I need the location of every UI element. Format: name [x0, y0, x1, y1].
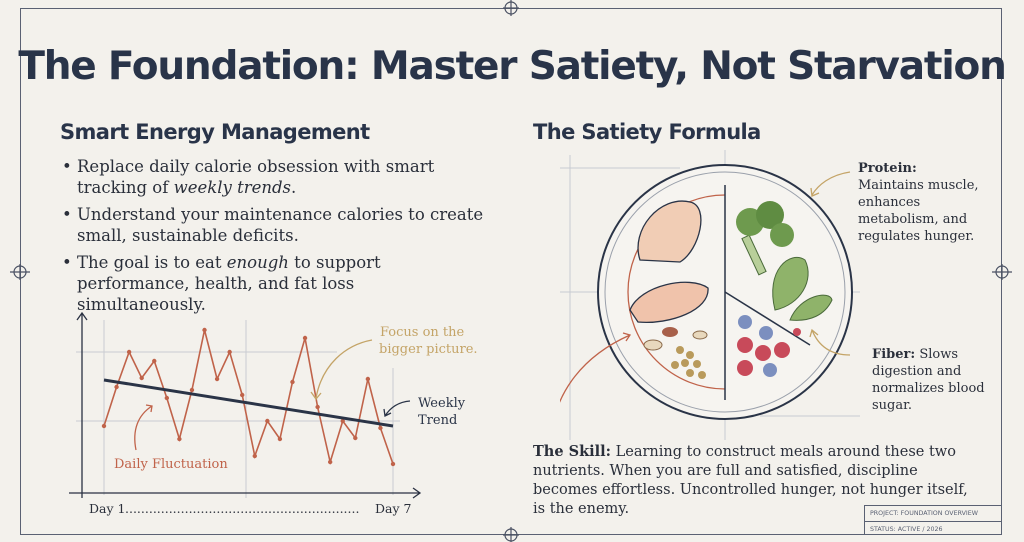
y-axis: [76, 311, 88, 498]
daily-point: [290, 379, 295, 385]
x-axis: [69, 487, 422, 499]
crosshair-icon: [10, 264, 30, 280]
broccoli-icon: [736, 201, 794, 276]
bullet-text: .: [291, 178, 297, 197]
trend-chart: Day 1 ..................................…: [69, 311, 478, 516]
arrow-icon: [134, 404, 153, 451]
daily-point: [353, 435, 358, 441]
daily-point: [177, 436, 182, 442]
bullet-text: to support performance, health, and fat …: [77, 253, 381, 314]
daily-point: [327, 459, 333, 465]
daily-point: [240, 392, 245, 398]
skill-text: Learning to construct meals around these…: [533, 444, 968, 517]
stamp-status: STATUS: ACTIVE / 2026: [870, 526, 943, 533]
x-end-label: Day 7: [375, 501, 412, 516]
bullet-item: Understand your maintenance calories to …: [60, 204, 485, 246]
crosshair-icon: [503, 527, 519, 542]
fiber-label: Fiber:: [872, 347, 916, 362]
skill-label: The Skill:: [533, 443, 612, 460]
bullet-list: Replace daily calorie obsession with sma…: [60, 156, 485, 321]
spinach-icon: [772, 257, 833, 321]
daily-point: [365, 376, 371, 382]
fiber-note: Fiber: Slows digestion and normalizes bl…: [872, 346, 987, 414]
crosshair-icon: [503, 0, 519, 16]
daily-point: [378, 425, 383, 431]
right-heading: The Satiety Formula: [533, 120, 761, 144]
daily-point: [139, 375, 144, 381]
protein-label: Protein:: [858, 161, 917, 176]
protein-text: Maintains muscle, enhances metabolism, a…: [858, 178, 979, 244]
chart-grid: [76, 320, 400, 498]
nuts-legumes-icon: [643, 327, 708, 379]
bullet-item: The goal is to eat enough to support per…: [60, 252, 485, 315]
daily-point: [265, 418, 270, 424]
plate-illustration: [560, 150, 860, 440]
protein-note: Protein: Maintains muscle, enhances meta…: [858, 160, 983, 245]
bullet-text: Understand your maintenance calories to …: [77, 205, 484, 245]
trend-label: Trend: [418, 413, 457, 428]
bullet-emphasis: enough: [226, 253, 289, 272]
daily-point: [214, 376, 220, 382]
plate-inner-rim: [604, 171, 846, 413]
daily-point: [114, 384, 119, 390]
daily-point: [152, 358, 157, 364]
arrow-icon: [310, 339, 373, 401]
fiber-text: Slows digestion and normalizes blood sug…: [872, 347, 985, 413]
focus-label-1: Focus on the: [380, 325, 465, 340]
left-heading: Smart Energy Management: [60, 120, 370, 144]
daily-fluctuation-line: [103, 329, 394, 466]
stamp-project: PROJECT: FOUNDATION OVERVIEW: [865, 506, 1002, 522]
chicken-icon: [637, 200, 702, 263]
arrow-icon: [383, 400, 411, 417]
project-stamp: PROJECT: FOUNDATION OVERVIEW STATUS: ACT…: [864, 505, 1002, 535]
berries-icon: [737, 315, 801, 377]
bullet-emphasis: weekly trends: [173, 178, 292, 197]
page-title: The Foundation: Master Satiety, Not Star…: [18, 44, 1007, 89]
daily-point: [101, 423, 107, 429]
arrow-icon: [810, 171, 851, 197]
daily-fluctuation-series: [101, 327, 396, 467]
arrow-icon: [809, 328, 851, 356]
bullet-text: The goal is to eat: [77, 253, 227, 272]
bullet-text: Replace daily calorie obsession with sma…: [77, 157, 435, 197]
daily-point: [227, 349, 232, 355]
daily-point: [390, 461, 396, 467]
skill-note: The Skill: Learning to construct meals a…: [533, 442, 973, 519]
daily-point: [340, 418, 345, 424]
daily-point: [252, 453, 257, 459]
x-start-label: Day 1: [89, 501, 125, 516]
salmon-icon: [629, 281, 709, 324]
daily-point: [315, 404, 320, 410]
focus-label-2: bigger picture.: [379, 342, 478, 357]
x-dots: ........................................…: [125, 501, 359, 516]
arrow-icon: [560, 332, 632, 404]
daily-point: [126, 349, 132, 355]
daily-point: [202, 327, 207, 333]
daily-point: [164, 395, 170, 401]
daily-point: [277, 436, 283, 442]
weekly-trend-line: [103, 378, 394, 428]
crosshair-icon: [992, 264, 1012, 280]
daily-point: [189, 387, 195, 393]
weekly-label: Weekly: [418, 396, 466, 411]
bullet-item: Replace daily calorie obsession with sma…: [60, 156, 485, 198]
daily-fluctuation-label: Daily Fluctuation: [114, 457, 228, 472]
daily-point: [302, 335, 308, 341]
